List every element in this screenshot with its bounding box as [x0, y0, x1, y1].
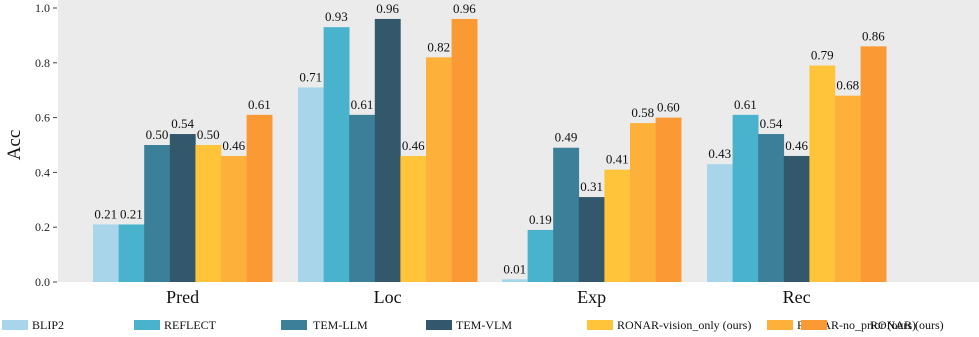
x-tick-label: Loc	[374, 287, 402, 307]
data-label: 0.01	[503, 261, 526, 276]
bar-loc-4	[400, 155, 427, 282]
bar-rec-2	[758, 134, 785, 282]
bar-rec-4	[809, 65, 836, 282]
bar-exp-5	[630, 123, 656, 282]
bar-loc-6	[451, 18, 478, 283]
data-label: 0.61	[734, 97, 757, 112]
bar-pred-6	[246, 114, 273, 282]
legend-swatch	[587, 320, 613, 330]
bar-rec-0	[707, 164, 733, 282]
x-tick-label: Pred	[166, 287, 199, 307]
x-axis: Pred Loc Exp Rec	[166, 287, 811, 307]
bar-exp-4	[604, 169, 631, 282]
legend-label: RONAR-vision_only (ours)	[617, 318, 751, 332]
bar-loc-5	[426, 57, 452, 282]
data-label: 0.46	[222, 138, 245, 153]
bar-exp-1	[527, 229, 554, 282]
legend-label: TEM-VLM	[456, 318, 512, 332]
bar-rec-5	[835, 95, 861, 283]
bar-pred-0	[93, 224, 119, 282]
data-label: 0.82	[427, 39, 450, 54]
bar-pred-2	[144, 145, 171, 282]
bars-layer	[93, 18, 887, 283]
data-label: 0.61	[351, 97, 374, 112]
y-tick-label: 0.4	[35, 165, 50, 179]
bar-rec-3	[783, 155, 810, 282]
bar-exp-2	[553, 147, 580, 282]
legend-swatch	[767, 320, 793, 330]
legend-swatch	[281, 320, 307, 330]
data-label: 0.54	[171, 116, 194, 131]
x-tick-label: Exp	[577, 287, 606, 307]
data-label: 0.86	[862, 28, 885, 43]
data-label: 0.19	[529, 212, 552, 227]
data-label: 0.54	[760, 116, 783, 131]
bar-pred-4	[195, 145, 222, 282]
data-label: 0.61	[248, 97, 271, 112]
bar-pred-1	[118, 224, 145, 282]
data-label: 0.96	[376, 1, 399, 16]
data-label: 0.79	[811, 48, 834, 63]
y-tick-label: 0.8	[35, 56, 50, 70]
y-axis-title: Acc	[4, 130, 25, 161]
data-label: 0.43	[708, 146, 731, 161]
bar-loc-0	[298, 87, 324, 283]
x-tick-label: Rec	[783, 287, 811, 307]
data-label: 0.31	[580, 179, 603, 194]
bar-loc-1	[323, 27, 350, 283]
bar-loc-2	[349, 114, 376, 282]
legend-swatch	[426, 320, 452, 330]
bar-pred-3	[169, 134, 196, 282]
legend-label: TEM-LLM	[313, 318, 368, 332]
y-tick-label: 0.0	[35, 275, 50, 289]
legend-label: RONAR (ours)	[870, 318, 944, 332]
legend-label: BLIP2	[32, 318, 64, 332]
data-label: 0.49	[555, 130, 578, 145]
data-label: 0.58	[631, 105, 654, 120]
data-label: 0.46	[402, 138, 425, 153]
legend-item: TEM-VLM	[426, 318, 512, 332]
legend-label: REFLECT	[164, 318, 217, 332]
legend-item: REFLECT	[134, 318, 217, 332]
bar-pred-5	[221, 155, 247, 282]
y-tick-label: 1.0	[35, 1, 50, 15]
bar-rec-6	[860, 46, 887, 282]
data-label: 0.68	[836, 78, 859, 93]
legend-swatch	[801, 320, 827, 330]
data-label: 0.60	[657, 100, 680, 115]
bar-rec-1	[732, 114, 759, 282]
bar-exp-0	[502, 279, 528, 282]
data-label: 0.21	[94, 206, 117, 221]
value-labels-layer: 0.21 0.210.500.540.500.460.610.710.930.61…	[94, 1, 885, 276]
legend-swatch	[134, 320, 160, 330]
data-label: 0.46	[785, 138, 808, 153]
data-label: 0.21	[120, 206, 143, 221]
bar-exp-6	[655, 117, 682, 282]
legend-swatch	[2, 320, 28, 330]
legend-item: BLIP2	[2, 318, 64, 332]
bar-exp-3	[578, 197, 605, 282]
legend-item: RONAR-vision_only (ours)	[587, 318, 751, 332]
legend-item: TEM-LLM	[281, 318, 368, 332]
legend: BLIP2 REFLECT TEM-LLM TEM-VLM RONAR-vision_o…	[2, 318, 944, 332]
data-label: 0.50	[197, 127, 220, 142]
bar-loc-3	[374, 18, 401, 283]
legend-item: RONAR (ours)	[801, 318, 944, 332]
data-label: 0.50	[146, 127, 169, 142]
data-label: 0.96	[453, 1, 476, 16]
data-label: 0.71	[299, 69, 322, 84]
y-tick-label: 0.6	[35, 111, 50, 125]
data-label: 0.93	[325, 9, 348, 24]
y-tick-label: 0.2	[35, 220, 50, 234]
data-label: 0.41	[606, 152, 629, 167]
y-axis: 0.0 0.2 0.4 0.6 0.8 1.0	[35, 1, 57, 289]
